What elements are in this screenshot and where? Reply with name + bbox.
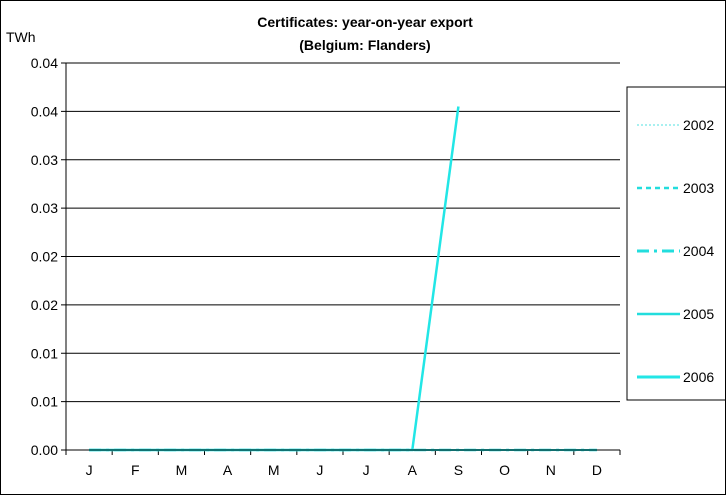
y-tick-label: 0.03 (31, 200, 58, 216)
x-tick-label: J (86, 462, 93, 478)
x-tick-label: A (408, 462, 418, 478)
y-tick-label: 0.03 (31, 152, 58, 168)
gridlines (61, 62, 620, 451)
y-tick-label: 0.04 (31, 103, 58, 119)
axes (65, 63, 620, 451)
y-tick-label: 0.01 (31, 345, 58, 361)
x-tick-label: M (176, 462, 188, 478)
series-lines (89, 106, 597, 452)
legend-box (626, 86, 726, 401)
y-tick-label: 0.01 (31, 394, 58, 410)
y-tick-label: 0.02 (31, 297, 58, 313)
x-tick-label: N (546, 462, 556, 478)
x-tick-label: S (454, 462, 463, 478)
x-tick-label: M (268, 462, 280, 478)
legend-label: 2005 (683, 306, 714, 322)
legend-label: 2002 (683, 117, 714, 133)
x-tick-label: J (363, 462, 370, 478)
x-tick-label: J (316, 462, 323, 478)
y-tick-label: 0.00 (31, 442, 58, 458)
legend-label: 2003 (683, 180, 714, 196)
chart-subtitle: (Belgium: Flanders) (299, 37, 430, 53)
y-tick-label: 0.04 (31, 55, 58, 71)
y-tick-labels: 0.00 0.01 0.01 0.02 0.02 0.03 0.03 0.04 0.04 (31, 55, 58, 458)
series-line-2006 (89, 106, 460, 452)
legend: 2002 2003 2004 2005 2006 (626, 86, 726, 401)
x-tick-label: O (499, 462, 510, 478)
legend-label: 2004 (683, 243, 714, 259)
legend-label: 2006 (683, 369, 714, 385)
legend-entries: 2002 2003 2004 2005 2006 (637, 117, 714, 385)
y-axis-label: TWh (6, 29, 36, 45)
y-tick-label: 0.02 (31, 249, 58, 265)
x-tick-label: D (592, 462, 602, 478)
x-tick-label: A (223, 462, 233, 478)
chart-title: Certificates: year-on-year export (257, 14, 473, 30)
x-tick-label: F (131, 462, 140, 478)
